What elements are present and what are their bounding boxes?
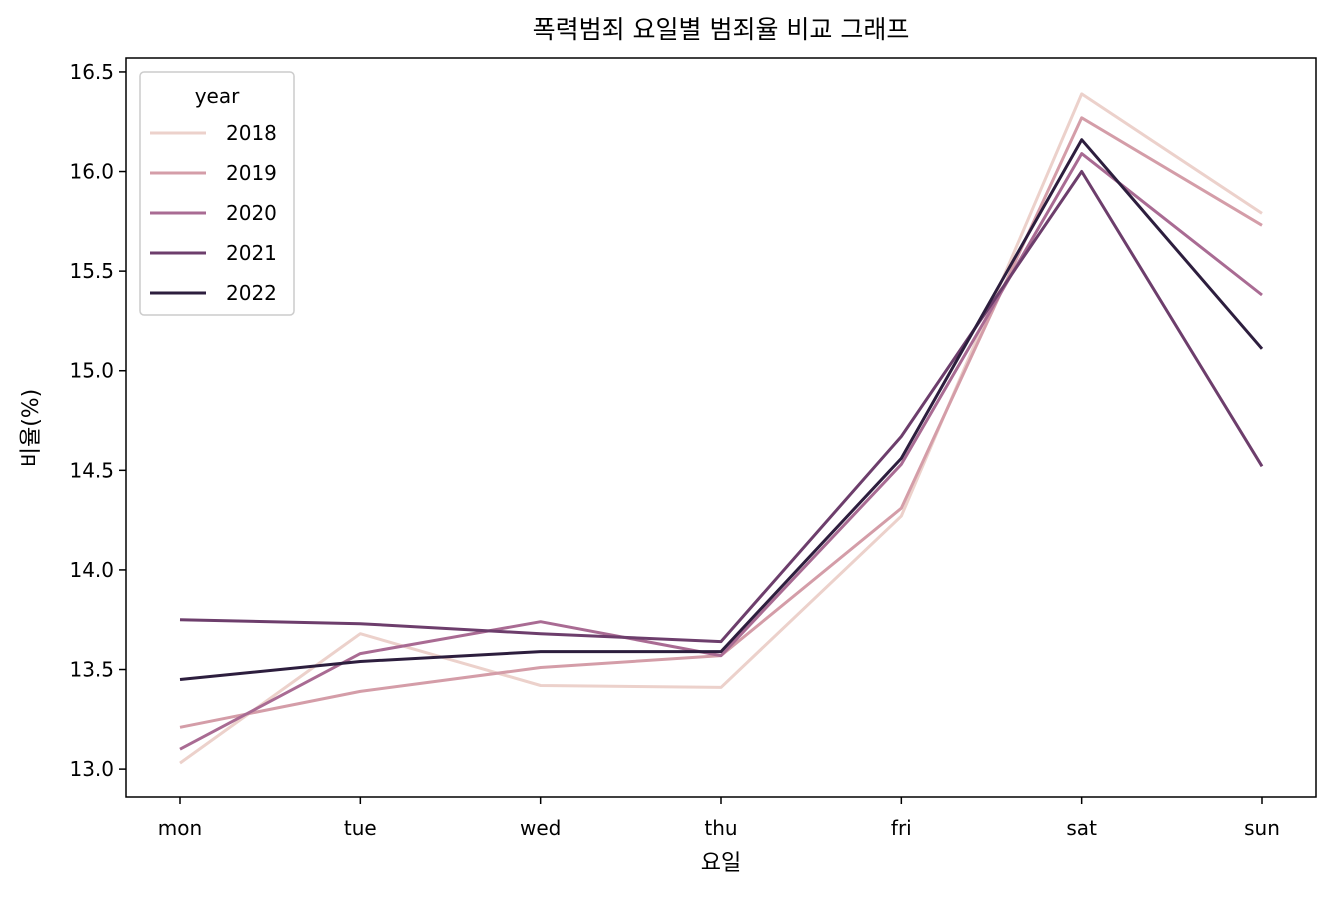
x-tick-label: fri xyxy=(891,816,912,840)
y-axis: 13.0 13.5 14.0 14.5 15.0 15.5 16.0 16.5 xyxy=(69,60,126,781)
legend-label: 2020 xyxy=(226,201,277,225)
x-axis: mon tue wed thu fri sat sun xyxy=(158,797,1280,840)
series-line-2018 xyxy=(179,92,1263,765)
y-tick-label: 14.0 xyxy=(69,558,114,582)
series-line-2022 xyxy=(179,138,1264,681)
legend: year 2018 2019 2020 2021 2022 xyxy=(139,71,295,316)
x-tick-label: mon xyxy=(158,816,202,840)
series-line-2020 xyxy=(179,152,1263,751)
x-axis-title: 요일 xyxy=(701,851,741,876)
y-tick-label: 15.5 xyxy=(69,259,114,283)
series-lines xyxy=(179,92,1264,765)
legend-title: year xyxy=(195,84,240,108)
legend-label: 2021 xyxy=(226,241,277,265)
y-axis-title: 비율(%) xyxy=(19,389,44,468)
y-tick-label: 15.0 xyxy=(69,359,114,383)
legend-label: 2019 xyxy=(226,161,277,185)
series-line-2021 xyxy=(179,170,1264,644)
chart-title: 폭력범죄 요일별 범죄율 비교 그래프 xyxy=(533,15,910,44)
series-line-2019 xyxy=(179,116,1263,729)
x-tick-label: wed xyxy=(520,816,561,840)
legend-box xyxy=(139,71,295,316)
legend-label: 2022 xyxy=(226,281,277,305)
y-tick-label: 13.5 xyxy=(69,658,114,682)
legend-label: 2018 xyxy=(226,121,277,145)
y-tick-label: 16.0 xyxy=(69,160,114,184)
x-tick-label: sat xyxy=(1066,816,1097,840)
y-tick-label: 13.0 xyxy=(69,757,114,781)
y-tick-label: 16.5 xyxy=(69,60,114,84)
x-tick-label: sun xyxy=(1244,816,1280,840)
x-tick-label: tue xyxy=(344,816,377,840)
x-tick-label: thu xyxy=(704,816,737,840)
y-tick-label: 14.5 xyxy=(69,458,114,482)
